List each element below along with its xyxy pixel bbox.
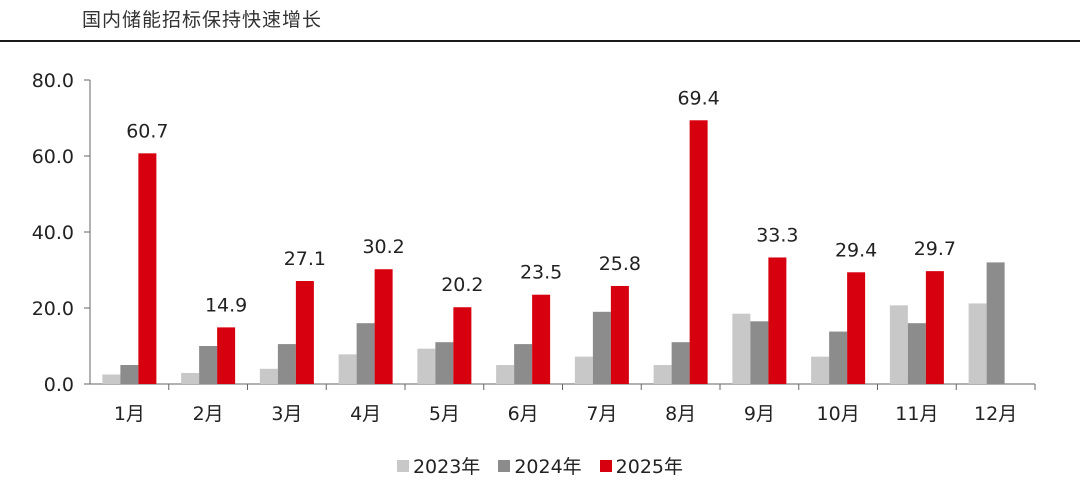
x-tick-label: 8月: [665, 403, 696, 425]
x-tick-label: 2月: [193, 403, 224, 425]
bar-2024年-3月: [277, 344, 296, 384]
data-label: 69.4: [677, 87, 719, 109]
bar-2024年-11月: [907, 323, 926, 384]
bar-2024年-5月: [435, 342, 454, 384]
bar-chart: 0.0 20.0 40.0 60.0 80.0 60.7 1月 14.9 2月 27.1 3月 30.…: [32, 70, 1036, 425]
legend-swatch-2024: [498, 459, 511, 472]
x-tick-label: 11月: [895, 403, 938, 425]
bar-2023年-11月: [889, 305, 908, 384]
legend-label-2024: 2024年: [514, 456, 582, 478]
x-tick-label: 4月: [350, 403, 381, 425]
data-label: 29.7: [914, 238, 956, 260]
bar-2024年-7月: [592, 311, 611, 384]
bar-2024年-9月: [750, 321, 769, 384]
bar-2024年-6月: [514, 344, 533, 384]
bar-2025年-11月: [925, 271, 944, 384]
bar-2023年-7月: [574, 356, 593, 384]
bar-2024年-4月: [356, 323, 375, 384]
bar-2024年-12月: [986, 262, 1005, 384]
bar-2023年-8月: [653, 365, 672, 384]
x-tick-label: 5月: [429, 403, 460, 425]
bar-2023年-3月: [259, 368, 278, 384]
legend-item-2023: 2023年: [396, 452, 481, 479]
data-label: 20.2: [441, 274, 483, 296]
bar-2023年-12月: [968, 303, 987, 384]
data-label: 30.2: [362, 236, 404, 258]
x-tick-label: 9月: [744, 403, 775, 425]
bar-2023年-1月: [102, 374, 121, 384]
data-label: 33.3: [756, 224, 798, 246]
legend-item-2025: 2025年: [599, 452, 684, 479]
chart-title: 国内储能招标保持快速增长: [82, 9, 323, 31]
chart-legend: 2023年 2024年 2025年: [0, 452, 1080, 479]
data-label: 29.4: [835, 239, 877, 261]
legend-swatch-2023: [396, 459, 409, 472]
bar-2023年-9月: [732, 313, 751, 384]
legend-label-2025: 2025年: [615, 456, 684, 478]
bar-2023年-4月: [338, 354, 357, 384]
bar-2024年-10月: [829, 331, 848, 384]
x-tick-label: 10月: [817, 403, 860, 425]
data-label: 27.1: [284, 248, 326, 270]
y-tick-label: 0.0: [44, 374, 74, 396]
y-tick-label: 60.0: [32, 146, 74, 168]
x-tick-label: 3月: [271, 403, 302, 425]
legend-swatch-2025: [599, 459, 612, 472]
bar-2024年-1月: [120, 365, 139, 384]
y-tick-label: 20.0: [32, 298, 74, 320]
y-tick-label: 40.0: [32, 222, 74, 244]
bar-2025年-9月: [768, 257, 787, 384]
bar-2024年-2月: [199, 346, 218, 384]
x-tick-label: 1月: [114, 403, 145, 425]
bar-2023年-5月: [417, 348, 436, 384]
bar-2023年-2月: [181, 372, 200, 384]
data-label: 60.7: [126, 120, 168, 142]
bar-2025年-2月: [217, 327, 236, 384]
bar-2025年-10月: [847, 272, 866, 384]
bar-2025年-3月: [295, 281, 314, 384]
x-tick-label: 12月: [974, 403, 1017, 425]
title-divider: [0, 40, 1080, 42]
bar-2025年-1月: [138, 153, 157, 384]
x-tick-label: 6月: [508, 403, 539, 425]
bar-2023年-6月: [496, 365, 515, 384]
y-tick-label: 80.0: [32, 70, 74, 92]
bar-2024年-8月: [671, 342, 690, 384]
bar-2025年-6月: [532, 294, 551, 384]
bar-2025年-8月: [689, 120, 708, 384]
legend-item-2024: 2024年: [498, 452, 582, 479]
bar-2025年-7月: [610, 285, 629, 384]
data-label: 25.8: [599, 253, 641, 275]
legend-label-2023: 2023年: [412, 456, 481, 478]
bar-2023年-10月: [811, 356, 830, 384]
bar-2025年-5月: [453, 307, 472, 384]
bar-2025年-4月: [374, 269, 393, 384]
data-label: 23.5: [520, 262, 562, 284]
x-tick-label: 7月: [586, 403, 617, 425]
data-label: 14.9: [205, 294, 247, 316]
